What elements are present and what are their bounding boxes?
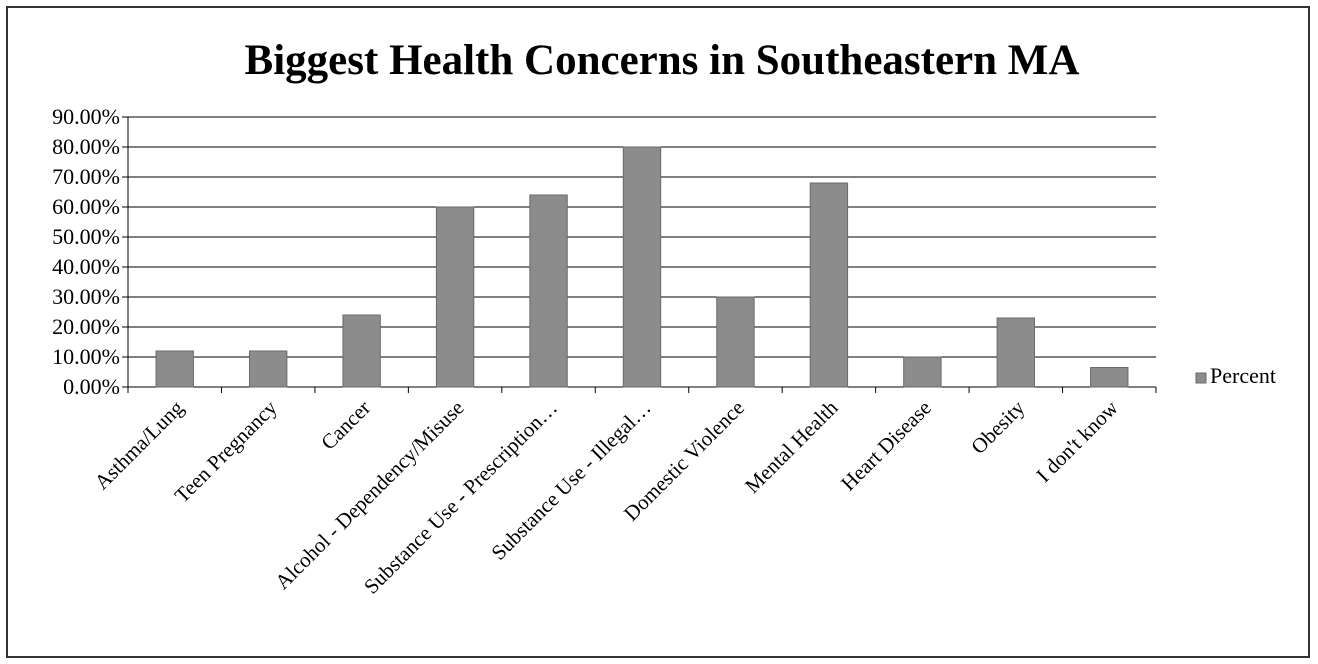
bar bbox=[716, 296, 755, 388]
bar bbox=[342, 314, 381, 388]
y-tick-label: 30.00% bbox=[52, 284, 120, 309]
legend-swatch bbox=[1195, 372, 1207, 384]
x-tick-label: Substance Use - Prescription… bbox=[359, 396, 562, 599]
bar bbox=[1090, 367, 1129, 388]
bar bbox=[529, 194, 568, 388]
x-tick-label: Asthma/Lung bbox=[90, 395, 189, 494]
y-tick-label: 20.00% bbox=[52, 314, 120, 339]
chart-frame: Biggest Health Concerns in Southeastern … bbox=[6, 6, 1310, 658]
bar-chart: Biggest Health Concerns in Southeastern … bbox=[52, 37, 1276, 599]
bar bbox=[435, 206, 475, 388]
y-tick-label: 90.00% bbox=[52, 104, 120, 129]
y-tick-label: 0.00% bbox=[63, 374, 120, 399]
y-tick-label: 10.00% bbox=[52, 344, 120, 369]
chart-title: Biggest Health Concerns in Southeastern … bbox=[245, 37, 1080, 84]
bar bbox=[248, 350, 288, 388]
x-tick-label: Cancer bbox=[316, 396, 375, 455]
bar bbox=[996, 317, 1036, 388]
y-tick-label: 50.00% bbox=[52, 224, 120, 249]
x-tick-label: Substance Use - Illegal… bbox=[486, 396, 655, 565]
y-tick-label: 80.00% bbox=[52, 134, 120, 159]
bar bbox=[809, 182, 849, 388]
bar bbox=[155, 350, 194, 388]
bar bbox=[903, 356, 942, 388]
y-tick-label: 40.00% bbox=[52, 254, 120, 279]
x-tick-label: Mental Health bbox=[740, 395, 843, 498]
x-tick-label: I don't know bbox=[1031, 395, 1123, 487]
x-tick-label: Obesity bbox=[966, 395, 1030, 459]
y-tick-label: 60.00% bbox=[52, 194, 120, 219]
bar bbox=[622, 146, 662, 388]
legend-label: Percent bbox=[1210, 363, 1276, 388]
x-tick-label: Alcohol - Dependency/Misuse bbox=[270, 396, 468, 594]
x-tick-label: Heart Disease bbox=[836, 396, 936, 496]
y-tick-label: 70.00% bbox=[52, 164, 120, 189]
